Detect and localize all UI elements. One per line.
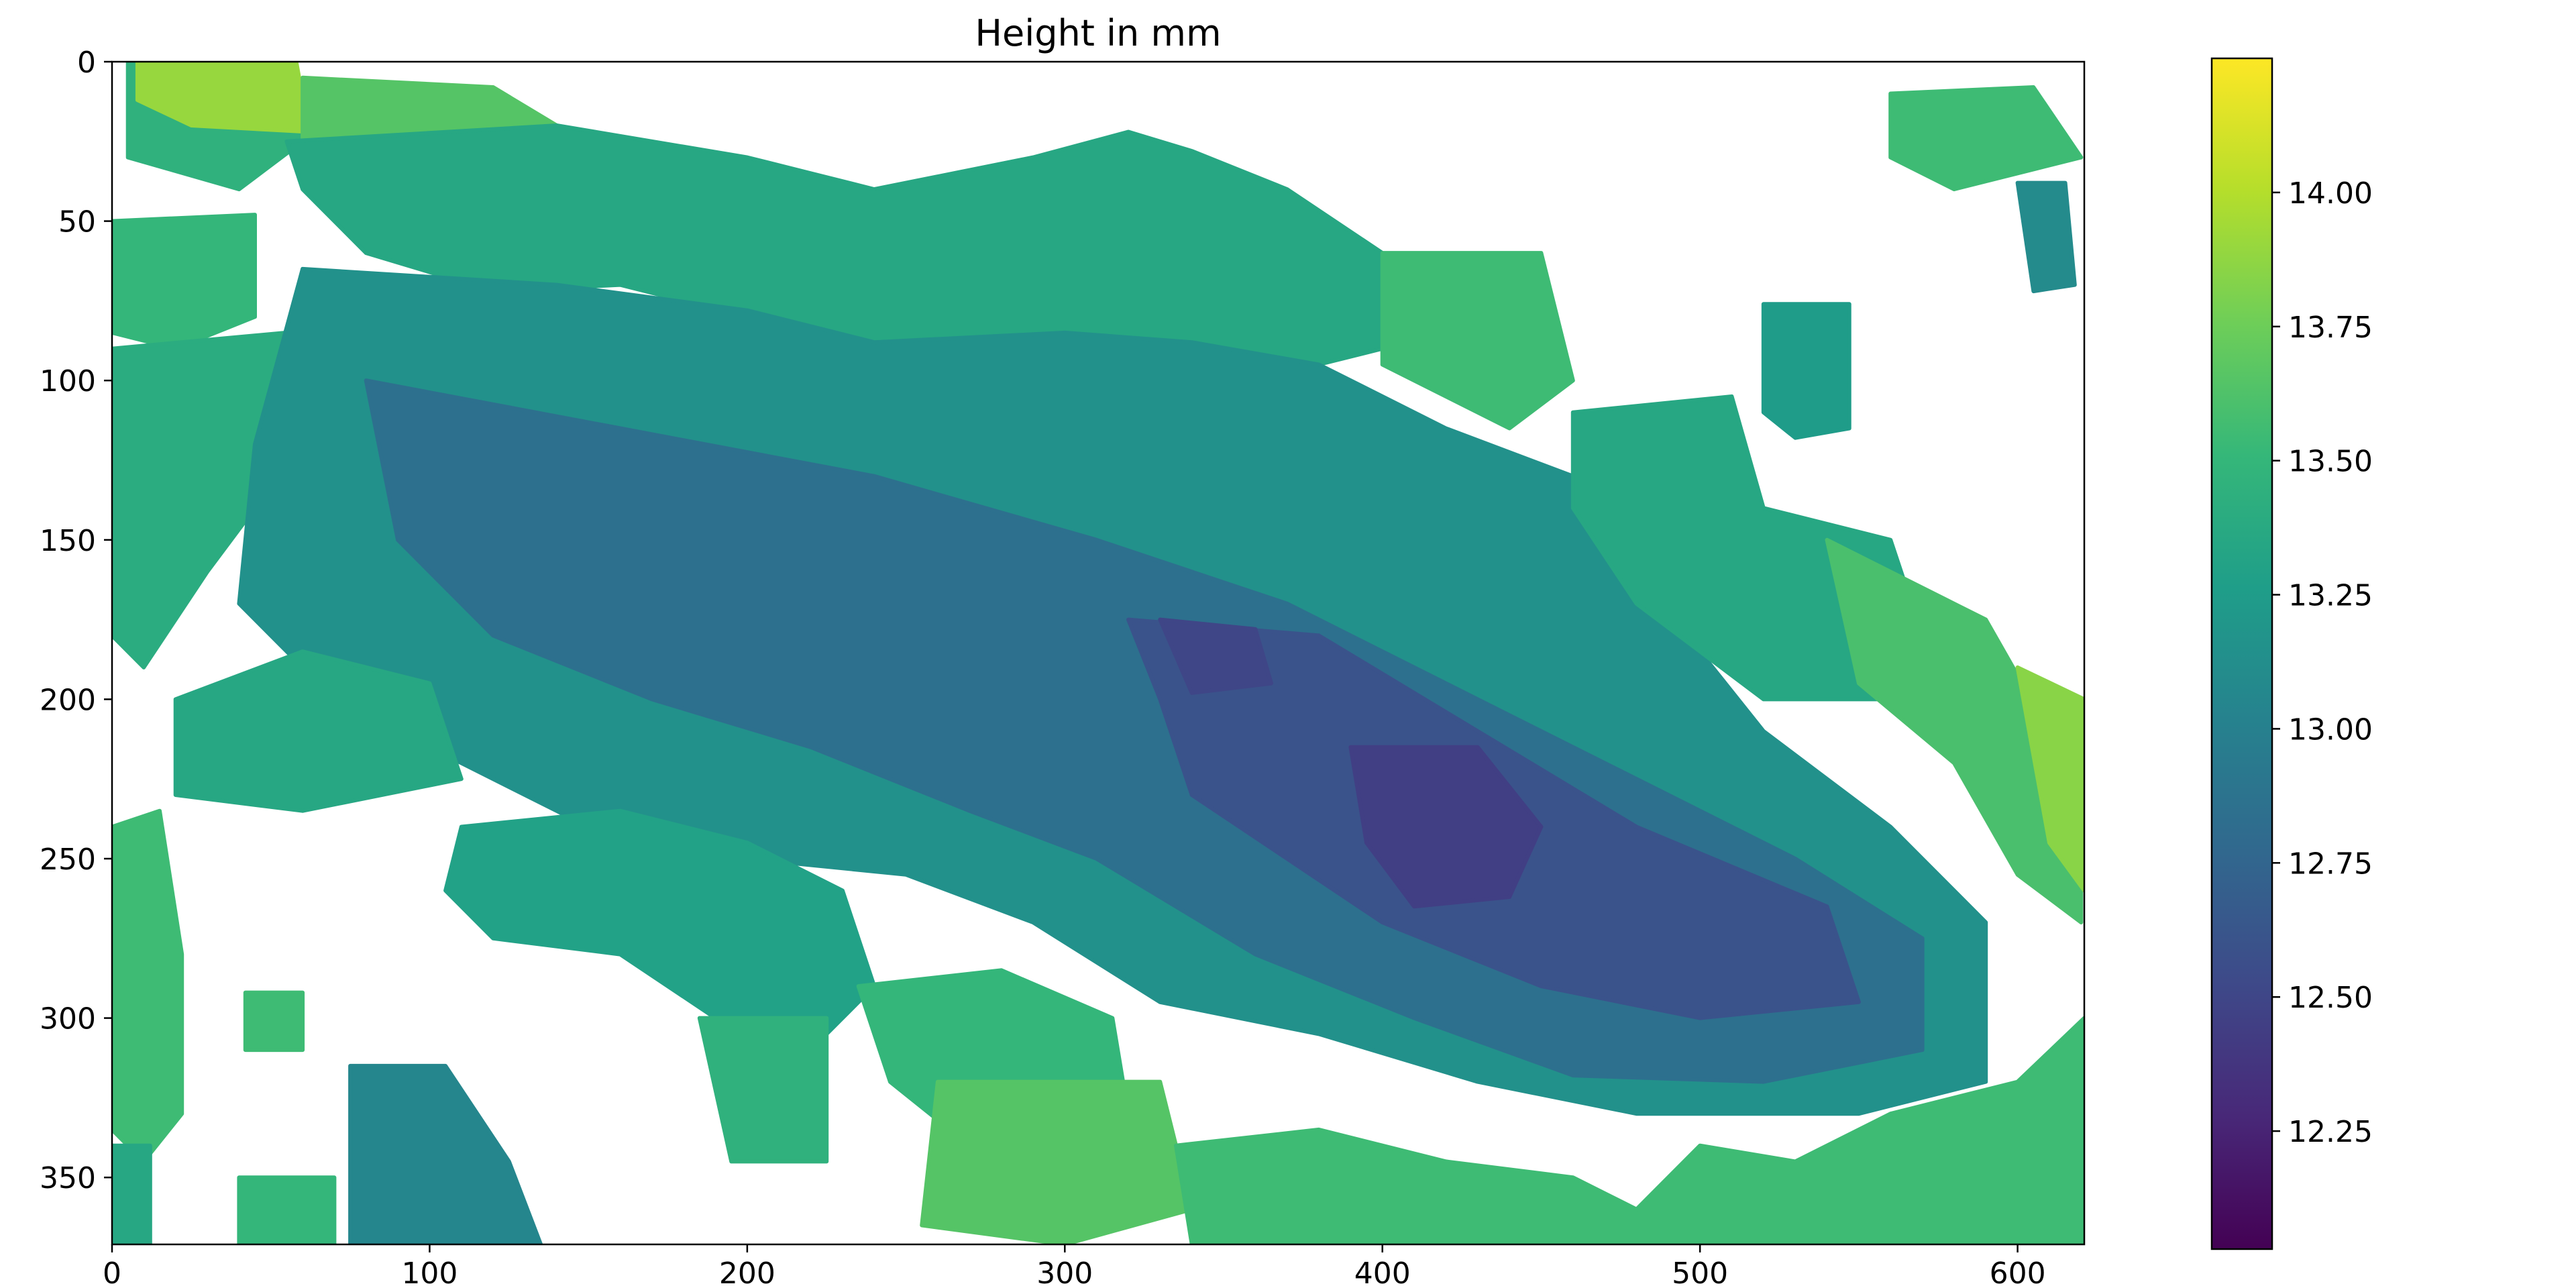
y-tick-label: 250 [40,843,96,877]
height-region-13 [1825,537,2084,924]
height-region-26 [920,1079,1194,1244]
height-region-23 [237,1175,337,1244]
plot-frame [111,60,2086,1246]
y-tick-label: 200 [40,683,96,717]
height-region-21 [697,1016,829,1164]
y-tick-label: 50 [58,205,96,239]
height-region-22 [348,1063,543,1244]
height-region-25 [243,990,305,1053]
height-region-15 [1888,85,2084,192]
height-region-27 [1174,1016,2084,1244]
x-tick-label: 100 [401,1256,458,1288]
colorbar-tick-label: 13.50 [2288,445,2373,479]
x-tick-label: 300 [1036,1256,1093,1288]
height-region-10 [1158,617,1273,695]
height-region-18 [173,649,464,813]
colorbar-tick-label: 13.25 [2288,579,2373,613]
x-tick-label: 600 [1990,1256,2046,1288]
x-tick-label: 400 [1354,1256,1411,1288]
y-tick-label: 0 [77,46,96,80]
colorbar-tick-label: 12.75 [2288,847,2373,881]
height-region-9 [1348,745,1544,909]
height-region-14 [1761,302,1851,440]
x-tick-label: 0 [103,1256,121,1288]
height-region-28 [2015,665,2084,893]
colorbar-gradient [2210,57,2273,1250]
height-region-16 [2015,180,2077,294]
colorbar-tick-label: 12.25 [2288,1115,2373,1149]
x-axis: 0 100 200 300 400 500 600 [103,1244,2046,1288]
heatmap-plot-area [112,62,2084,1244]
height-region-24 [112,1143,152,1244]
chart-title: Height in mm [975,12,1221,54]
x-tick-label: 200 [719,1256,775,1288]
colorbar: 12.25 12.50 12.75 13.00 13.25 13.50 13.75 14.00 [2210,57,2373,1250]
colorbar-tick-label: 13.75 [2288,311,2373,345]
y-tick-label: 350 [40,1161,96,1195]
x-tick-label: 500 [1672,1256,1728,1288]
colorbar-tick-label: 12.50 [2288,981,2373,1015]
height-region-17 [112,808,184,1164]
y-tick-label: 300 [40,1002,96,1036]
y-tick-label: 100 [40,364,96,398]
y-tick-label: 150 [40,524,96,558]
height-region-4 [112,213,257,351]
y-axis: 0 50 100 150 200 250 300 350 [40,46,112,1195]
colorbar-tick-label: 13.00 [2288,712,2373,747]
height-region-1 [135,62,311,134]
colorbar-tick-label: 14.00 [2288,176,2373,211]
height-region-11 [1380,251,1575,431]
